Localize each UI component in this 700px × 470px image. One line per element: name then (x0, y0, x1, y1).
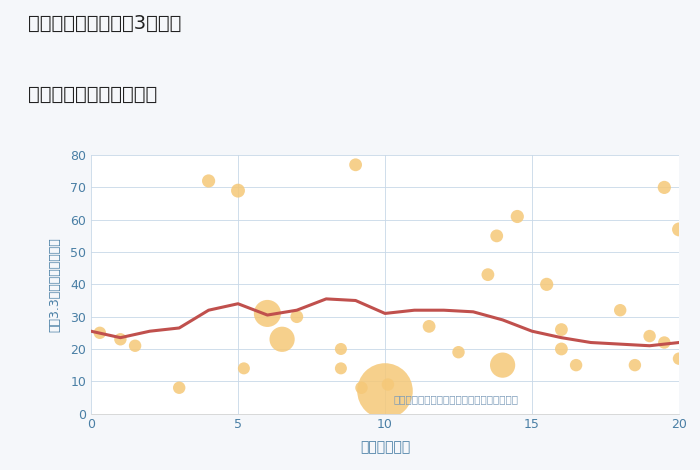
Point (659, 184, 670, 191)
Text: 円の大きさは、取引のあった物件面積を示す: 円の大きさは、取引のあった物件面積を示す (394, 394, 519, 404)
X-axis label: 駅距離（分）: 駅距離（分） (360, 440, 410, 454)
Point (356, 384, 367, 392)
Point (659, 339, 670, 346)
Point (424, 322, 435, 330)
Point (232, 187, 244, 195)
Point (203, 177, 214, 185)
Text: 三重県名張市希央台3番町の: 三重県名張市希央台3番町の (28, 14, 181, 33)
Point (673, 226, 685, 233)
Point (130, 342, 141, 350)
Point (497, 361, 508, 369)
Point (570, 361, 582, 369)
Point (556, 326, 567, 333)
Point (644, 332, 655, 340)
Point (174, 384, 185, 392)
Point (673, 355, 685, 362)
Point (262, 310, 273, 317)
Point (556, 345, 567, 352)
Point (629, 361, 641, 369)
Point (541, 281, 552, 288)
Point (276, 336, 288, 343)
Point (94, 329, 106, 337)
Point (491, 232, 503, 240)
Point (615, 306, 626, 314)
Y-axis label: 坪（3.3㎡）単価（万円）: 坪（3.3㎡）単価（万円） (49, 237, 62, 332)
Point (382, 381, 393, 388)
Point (350, 161, 361, 169)
Point (482, 271, 493, 278)
Point (291, 313, 302, 321)
Point (379, 387, 391, 395)
Text: 駅距離別中古戸建て価格: 駅距離別中古戸建て価格 (28, 85, 158, 103)
Point (115, 336, 126, 343)
Point (335, 345, 346, 352)
Point (238, 365, 249, 372)
Point (512, 213, 523, 220)
Point (453, 348, 464, 356)
Point (335, 365, 346, 372)
